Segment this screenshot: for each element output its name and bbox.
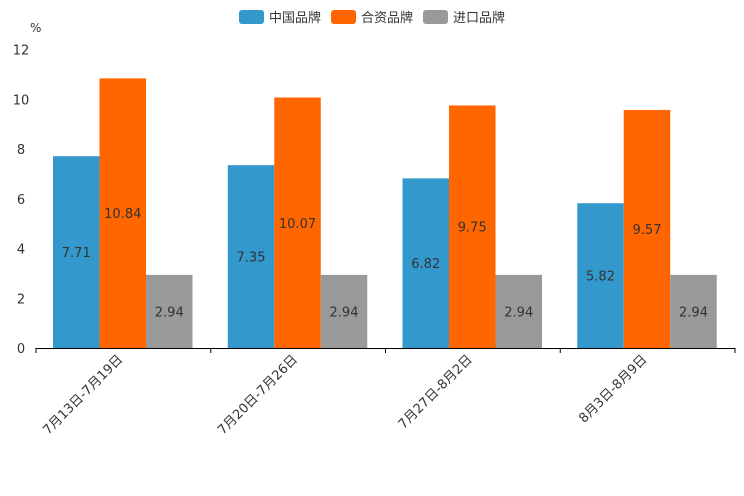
bar-0-0[interactable]: [53, 156, 100, 348]
labels-layer: 7.71 7.35 6.82 5.82 10.84 10.07 9.75 9.57 2.94 2.…: [62, 207, 708, 320]
bar-1-0[interactable]: [99, 78, 147, 348]
bar-2-0[interactable]: [146, 274, 193, 348]
legend-swatch-import-brand: [423, 9, 448, 24]
bar-0-3[interactable]: [577, 203, 624, 348]
y-tick-label: 0: [17, 342, 25, 357]
legend-label-jv-brand: 合资品牌: [360, 11, 413, 26]
x-tick-label: 8月3日-8月9日: [576, 352, 650, 426]
bar-2-1[interactable]: [320, 274, 368, 348]
legend-item-import-brand[interactable]: 进口品牌: [423, 7, 505, 26]
bar-value-label-0-0: 7.71: [62, 246, 91, 261]
bar-1-1[interactable]: [274, 97, 321, 348]
bar-value-label-1-1: 10.07: [279, 217, 316, 232]
x-tick-label: 7月13日-7月19日: [40, 352, 126, 438]
bar-value-label-2-2: 2.94: [504, 305, 533, 320]
bar-0-2[interactable]: [402, 178, 450, 348]
y-tick-label: 10: [13, 93, 30, 108]
bar-value-label-2-1: 2.94: [330, 305, 359, 320]
bar-2-3[interactable]: [670, 274, 717, 348]
bars-layer: [53, 78, 717, 348]
bar-0-1[interactable]: [227, 165, 275, 348]
bar-value-label-2-0: 2.94: [155, 305, 184, 320]
bar-value-label-1-2: 9.75: [458, 221, 487, 236]
legend-item-china-brand[interactable]: 中国品牌: [238, 7, 321, 26]
bar-value-label-0-1: 7.35: [237, 251, 266, 266]
bar-2-2[interactable]: [495, 274, 543, 348]
y-tick-label: 2: [17, 292, 25, 307]
y-tick-label: 4: [17, 243, 25, 258]
bar-value-label-0-3: 5.82: [586, 270, 615, 285]
bar-value-label-0-2: 6.82: [411, 257, 440, 272]
legend-swatch-jv-brand: [330, 9, 356, 24]
legend-label-china-brand: 中国品牌: [268, 11, 321, 26]
legend-swatch-china-brand: [238, 9, 264, 24]
bar-1-2[interactable]: [449, 105, 496, 348]
y-tick-label: 6: [17, 193, 25, 208]
bar-value-label-2-3: 2.94: [679, 305, 708, 320]
legend-item-jv-brand[interactable]: 合资品牌: [330, 7, 413, 26]
bar-value-label-1-3: 9.57: [633, 223, 662, 238]
y-axis-unit: %: [30, 21, 42, 35]
x-tick-label: 7月27日-8月2日: [396, 352, 476, 432]
x-tick-label: 7月20日-7月26日: [215, 352, 301, 438]
legend-label-import-brand: 进口品牌: [453, 11, 506, 26]
bar-value-label-1-0: 10.84: [104, 207, 141, 222]
bar-1-3[interactable]: [623, 109, 671, 348]
y-tick-label: 8: [17, 143, 25, 158]
legend: 中国品牌 合资品牌 进口品牌: [0, 7, 744, 26]
y-tick-label: 12: [13, 44, 30, 59]
